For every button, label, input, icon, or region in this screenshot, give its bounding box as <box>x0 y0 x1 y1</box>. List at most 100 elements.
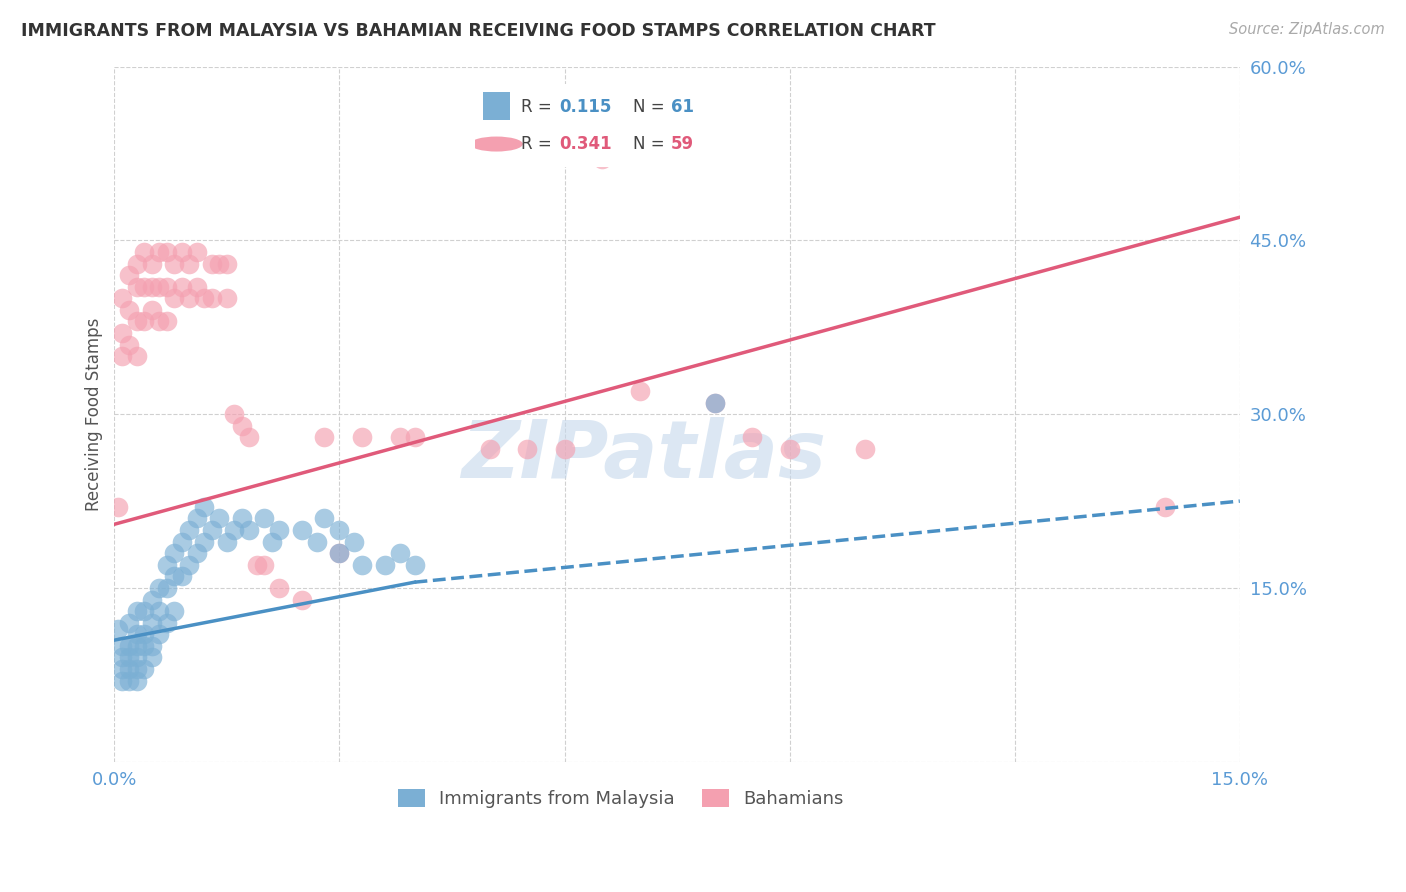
Y-axis label: Receiving Food Stamps: Receiving Food Stamps <box>86 318 103 511</box>
Point <box>224 523 246 537</box>
Point <box>163 291 186 305</box>
Text: ZIPatlas: ZIPatlas <box>461 417 825 495</box>
Point <box>779 442 801 456</box>
Point <box>125 314 148 328</box>
Point <box>125 627 148 641</box>
Point <box>208 256 231 270</box>
Point <box>141 256 163 270</box>
Point <box>186 244 208 259</box>
Point <box>111 639 134 653</box>
Point <box>111 673 134 688</box>
Point <box>179 558 201 572</box>
Point <box>156 279 179 293</box>
Point <box>134 279 156 293</box>
Point <box>1153 500 1175 514</box>
Point <box>291 592 314 607</box>
Point <box>118 268 141 282</box>
Point <box>141 302 163 317</box>
Point <box>388 430 411 444</box>
Point <box>253 511 276 525</box>
Legend: Immigrants from Malaysia, Bahamians: Immigrants from Malaysia, Bahamians <box>391 781 851 815</box>
Point <box>170 569 193 583</box>
Point <box>148 581 170 595</box>
Point <box>231 418 253 433</box>
Point <box>125 256 148 270</box>
Point <box>314 511 336 525</box>
Point <box>125 662 148 676</box>
Point <box>156 581 179 595</box>
Point <box>148 314 170 328</box>
Point <box>179 523 201 537</box>
Point <box>291 523 314 537</box>
Point <box>118 639 141 653</box>
Point <box>148 604 170 618</box>
Point <box>343 534 366 549</box>
Point <box>328 546 350 560</box>
Point <box>404 430 426 444</box>
Point <box>170 244 193 259</box>
Point <box>703 395 725 409</box>
Point <box>107 622 129 636</box>
Point <box>170 534 193 549</box>
Point <box>314 430 336 444</box>
Point <box>118 302 141 317</box>
Point <box>111 650 134 665</box>
Point <box>118 337 141 351</box>
Point <box>141 592 163 607</box>
Point <box>118 673 141 688</box>
Point <box>238 430 260 444</box>
Point <box>186 511 208 525</box>
Point <box>260 534 283 549</box>
Point <box>148 627 170 641</box>
Point <box>111 662 134 676</box>
Point <box>201 256 224 270</box>
Point <box>111 326 134 340</box>
Point <box>111 291 134 305</box>
Point <box>134 314 156 328</box>
Point <box>111 349 134 363</box>
Point <box>107 500 129 514</box>
Point <box>201 291 224 305</box>
Point <box>350 430 373 444</box>
Point <box>118 650 141 665</box>
Point <box>193 534 215 549</box>
Point <box>125 639 148 653</box>
Text: IMMIGRANTS FROM MALAYSIA VS BAHAMIAN RECEIVING FOOD STAMPS CORRELATION CHART: IMMIGRANTS FROM MALAYSIA VS BAHAMIAN REC… <box>21 22 936 40</box>
Point <box>141 615 163 630</box>
Point <box>554 442 576 456</box>
Point <box>141 279 163 293</box>
Point <box>404 558 426 572</box>
Point <box>628 384 651 398</box>
Point <box>163 569 186 583</box>
Point <box>118 662 141 676</box>
Point <box>141 639 163 653</box>
Point <box>134 639 156 653</box>
Point <box>516 442 538 456</box>
Point <box>305 534 328 549</box>
Point <box>148 279 170 293</box>
Point <box>163 256 186 270</box>
Point <box>125 279 148 293</box>
Point <box>328 546 350 560</box>
Text: Source: ZipAtlas.com: Source: ZipAtlas.com <box>1229 22 1385 37</box>
Point <box>201 523 224 537</box>
Point <box>350 558 373 572</box>
Point <box>193 500 215 514</box>
Point <box>853 442 876 456</box>
Point <box>231 511 253 525</box>
Point <box>179 256 201 270</box>
Point <box>186 279 208 293</box>
Point <box>238 523 260 537</box>
Point <box>388 546 411 560</box>
Point <box>478 442 501 456</box>
Point <box>148 244 170 259</box>
Point <box>156 615 179 630</box>
Point <box>125 650 148 665</box>
Point <box>156 244 179 259</box>
Point <box>134 604 156 618</box>
Point <box>134 244 156 259</box>
Point <box>741 430 763 444</box>
Point <box>224 407 246 421</box>
Point <box>156 314 179 328</box>
Point <box>215 256 238 270</box>
